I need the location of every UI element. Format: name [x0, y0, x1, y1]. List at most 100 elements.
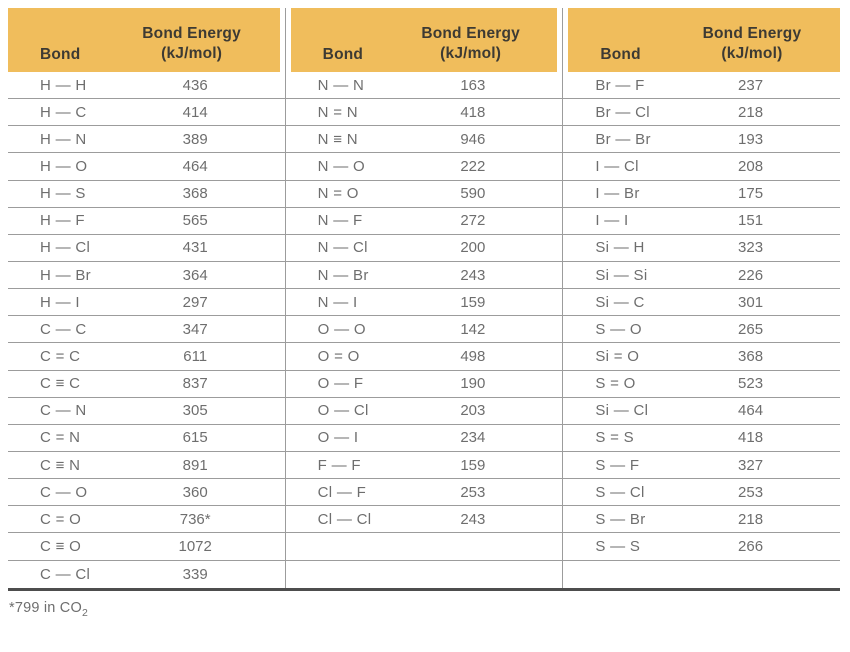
energy-cell: 436: [182, 76, 208, 94]
bond-cell: N ≡ N: [317, 130, 358, 148]
table-row: N = N 418: [285, 99, 563, 127]
column-header-energy-line1: Bond Energy: [142, 24, 241, 42]
bond-cell: S — O: [595, 320, 642, 338]
bond-cell: Si — H: [595, 239, 645, 257]
energy-cell: 193: [738, 130, 764, 148]
bond-cell: N = N: [317, 103, 358, 121]
table-row: I — Cl 208: [563, 153, 841, 181]
bond-cell: Cl — F: [317, 483, 367, 501]
column-header-energy-line1: Bond Energy: [702, 24, 802, 42]
table-row: Si — Cl 464: [563, 398, 841, 425]
footnote: *799 in CO2: [9, 600, 840, 619]
table-row: C — O 360: [8, 479, 285, 507]
energy-cell: 175: [738, 185, 764, 203]
bond-cell: Si — Cl: [595, 402, 649, 420]
bond-cell: O = O: [317, 347, 360, 365]
energy-cell: 431: [182, 239, 208, 257]
energy-cell: 418: [460, 103, 486, 121]
footnote-text: *799 in CO: [9, 599, 82, 616]
table-row: Si = O 368: [563, 343, 841, 371]
table-row: H — S 368: [8, 181, 285, 208]
energy-cell: 339: [182, 565, 208, 583]
bond-cell: N — O: [317, 157, 366, 175]
energy-cell: 301: [738, 293, 764, 311]
energy-cell: 837: [182, 375, 208, 393]
bond-cell: H — Cl: [40, 239, 91, 257]
bond-cell: I — Br: [595, 185, 640, 203]
energy-cell: 142: [460, 320, 486, 338]
table-row: S — Cl 253: [563, 479, 841, 507]
bond-cell: C — C: [40, 320, 87, 338]
table-row: H — H 436: [8, 72, 285, 100]
energy-cell: 523: [738, 375, 764, 393]
energy-cell: 159: [460, 293, 486, 311]
bond-cell: O — O: [317, 320, 366, 338]
table-row: N — N 163: [285, 72, 563, 100]
column-header-energy-line1: Bond Energy: [421, 24, 520, 42]
table-row: C ≡ O 1072: [8, 533, 285, 561]
table-row: O — I 234: [285, 425, 563, 452]
energy-cell: 498: [460, 347, 486, 365]
table-row: C — C 347: [8, 316, 285, 344]
energy-cell: 200: [460, 239, 486, 257]
bond-cell: H — F: [40, 212, 85, 230]
table-row: C — Cl 339: [8, 561, 285, 588]
column-header-bond: Bond: [40, 46, 81, 63]
energy-cell: 218: [738, 103, 764, 121]
energy-cell: 234: [460, 429, 486, 447]
energy-cell: 265: [738, 320, 764, 338]
energy-cell: 323: [738, 239, 764, 257]
energy-cell: 464: [738, 402, 764, 420]
bond-energy-page: Bond Bond Energy (kJ/mol) H — H 436 H — C 4…: [8, 8, 841, 619]
bond-cell: I — I: [595, 212, 629, 230]
bond-energy-table: Bond Bond Energy (kJ/mol) H — H 436 H — C 4…: [8, 8, 841, 591]
bond-cell: N — N: [317, 76, 365, 94]
bond-cell: H — O: [40, 157, 88, 175]
energy-cell: 590: [460, 185, 486, 203]
energy-cell: 891: [182, 456, 208, 474]
bond-cell: H — H: [40, 76, 87, 94]
energy-cell: 253: [738, 483, 764, 501]
table-header-group-3: Bond Bond Energy (kJ/mol): [568, 8, 841, 72]
bond-cell: C = C: [40, 347, 81, 365]
energy-cell: 243: [460, 266, 486, 284]
bond-cell: C ≡ N: [40, 456, 81, 474]
column-header-energy: Bond Energy (kJ/mol): [688, 24, 840, 64]
table-row: Si — H 323: [563, 235, 841, 262]
energy-cell: 368: [182, 185, 208, 203]
energy-cell: 368: [738, 347, 764, 365]
bond-cell: C ≡ C: [40, 375, 81, 393]
bond-cell: N — Br: [317, 266, 369, 284]
table-row: O — Cl 203: [285, 398, 563, 425]
bond-cell: S — Cl: [595, 483, 645, 501]
table-row: N — Cl 200: [285, 235, 563, 262]
table-row: O — O 142: [285, 316, 563, 344]
table-row: N — O 222: [285, 153, 563, 181]
table-row: H — I 297: [8, 289, 285, 317]
bond-cell: H — S: [40, 185, 86, 203]
table-row: H — O 464: [8, 153, 285, 181]
table-row: H — Br 364: [8, 262, 285, 290]
energy-cell: 946: [460, 130, 486, 148]
column-header-energy-line2: (kJ/mol): [161, 44, 223, 62]
energy-cell: 736*: [179, 510, 211, 528]
bond-cell: N = O: [317, 185, 359, 203]
bond-cell: Si — C: [595, 293, 645, 311]
energy-cell: 360: [182, 483, 208, 501]
bond-cell: I — Cl: [595, 157, 639, 175]
table-column-group-1: Bond Bond Energy (kJ/mol) H — H 436 H — C 4…: [8, 8, 286, 588]
table-row: H — F 565: [8, 208, 285, 235]
bond-cell: C ≡ O: [40, 537, 82, 555]
bond-cell: H — N: [40, 130, 87, 148]
energy-cell: 163: [460, 76, 486, 94]
table-column-group-3: Bond Bond Energy (kJ/mol) Br — F 237 Br — …: [563, 8, 841, 588]
bond-cell: S = S: [595, 429, 634, 447]
energy-cell: 464: [182, 157, 208, 175]
bond-cell: Br — Cl: [595, 103, 650, 121]
energy-cell: 414: [182, 103, 208, 121]
energy-cell: 218: [738, 510, 764, 528]
table-row: S — S 266: [563, 533, 841, 561]
bond-cell: S — F: [595, 456, 640, 474]
energy-cell: 237: [738, 76, 764, 94]
table-row: Si — Si 226: [563, 262, 841, 290]
